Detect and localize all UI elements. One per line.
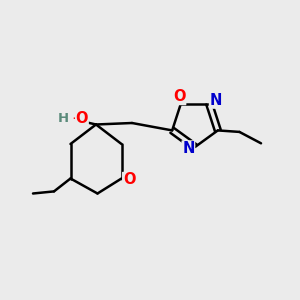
- Text: O: O: [76, 111, 88, 126]
- Text: H: H: [57, 112, 69, 125]
- Text: N: N: [182, 141, 195, 156]
- Text: -: -: [72, 112, 78, 125]
- Text: O: O: [173, 89, 186, 104]
- Text: N: N: [209, 93, 222, 108]
- Text: O: O: [123, 172, 135, 188]
